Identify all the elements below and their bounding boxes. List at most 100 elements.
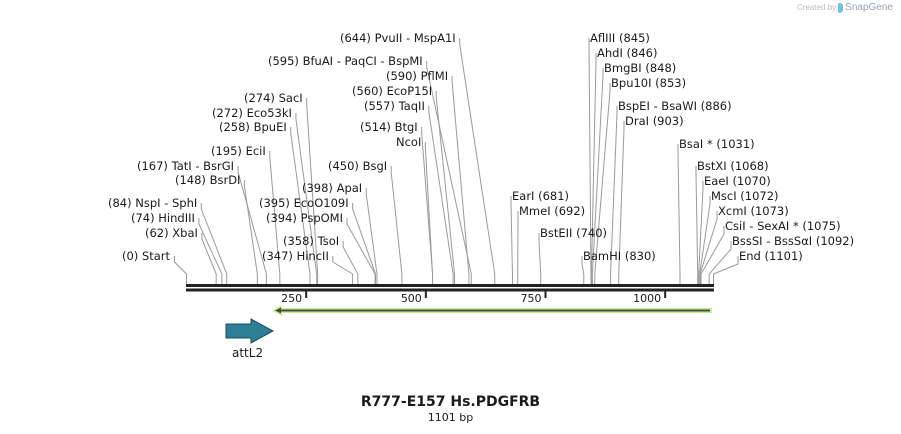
restriction-site[interactable]: (167) TatI - BsrGI [137, 159, 234, 173]
restriction-site[interactable]: AflIII (845) [590, 31, 650, 45]
site-label: (167) TatI - BsrGI [137, 159, 234, 173]
restriction-site[interactable]: AhdI (846) [597, 46, 657, 60]
site-label: Bpu10I (853) [611, 76, 686, 90]
restriction-site[interactable]: (0) Start [122, 249, 171, 263]
site-label: (590) PflMI [386, 69, 448, 83]
site-connector-line [677, 144, 681, 284]
site-connector-line [352, 203, 377, 284]
restriction-site[interactable]: BstXI (1068) [697, 159, 769, 173]
restriction-site[interactable]: EaeI (1070) [704, 174, 771, 188]
restriction-site[interactable]: (274) SacI [244, 91, 303, 105]
restriction-site[interactable]: (148) BsrDI [175, 173, 240, 187]
site-label: AhdI (846) [597, 46, 657, 60]
snapgene-credit: Created by SnapGene [797, 2, 893, 13]
site-label: (84) NspI - SphI [108, 196, 197, 210]
site-connector-line [610, 106, 618, 284]
site-label: BssSI - BssSαI (1092) [732, 234, 854, 248]
site-connector-line [713, 256, 739, 284]
site-label: (644) PvuII - MspA1I [340, 31, 456, 45]
restriction-site[interactable]: (395) EcoO109I [259, 196, 349, 210]
site-connector-line [174, 256, 187, 284]
ruler-tick [664, 291, 667, 298]
restriction-site[interactable]: EarI (681) [512, 189, 569, 203]
restriction-site[interactable]: (258) BpuEI [219, 120, 287, 134]
orf-reverse-arrow[interactable] [272, 305, 712, 316]
site-label: (450) BsgI [328, 159, 387, 173]
restriction-site[interactable]: BssSI - BssSαI (1092) [732, 234, 854, 248]
restriction-site[interactable]: (84) NspI - SphI [108, 196, 197, 210]
restriction-site[interactable]: (398) ApaI [302, 181, 362, 195]
site-label: BstXI (1068) [697, 159, 769, 173]
credit-prefix: Created by [797, 3, 837, 12]
restriction-site[interactable]: MmeI (692) [519, 204, 585, 218]
site-connector-line [594, 83, 611, 284]
site-label: (514) BtgI [360, 120, 418, 134]
site-label: BamHI (830) [583, 249, 656, 263]
restriction-site[interactable]: (450) BsgI [328, 159, 387, 173]
backbone-bottom-strand [186, 288, 714, 292]
site-connector-line [243, 180, 258, 284]
site-connector-line [510, 196, 513, 284]
site-connector-line [332, 256, 354, 284]
restriction-site[interactable]: (358) TsoI [283, 234, 339, 248]
restriction-site[interactable]: BsaI * (1031) [679, 137, 755, 151]
site-label: (358) TsoI [283, 234, 339, 248]
restriction-site[interactable]: (644) PvuII - MspA1I [340, 31, 456, 45]
restriction-site[interactable]: BspEI - BsaWI (886) [618, 99, 732, 113]
site-connector-line [390, 166, 403, 284]
credit-brand: SnapGene [845, 2, 893, 13]
site-label: BsaI * (1031) [679, 137, 755, 151]
site-connector-line [237, 166, 267, 284]
site-connector-line [588, 38, 592, 284]
feature-attL2-arrow[interactable] [225, 318, 275, 344]
ruler-tick-label: 1000 [633, 292, 661, 305]
ruler-tick [424, 291, 427, 298]
restriction-site[interactable]: (62) XbaI [145, 226, 198, 240]
site-label: MscI (1072) [711, 189, 779, 203]
site-connector-line [306, 98, 319, 284]
restriction-site[interactable]: BamHI (830) [583, 249, 656, 263]
site-lines [174, 38, 739, 284]
ruler-tick-label: 500 [401, 292, 422, 305]
restriction-site[interactable]: (590) PflMI [386, 69, 448, 83]
restriction-site[interactable]: (195) EciI [211, 144, 266, 158]
restriction-site[interactable]: BstEII (740) [540, 226, 607, 240]
site-label: (394) PspOMI [266, 211, 343, 225]
restriction-site[interactable]: (347) HincII [262, 249, 329, 263]
site-label: (62) XbaI [145, 226, 198, 240]
restriction-site[interactable]: MscI (1072) [711, 189, 779, 203]
site-label: (560) EcoP15I [352, 84, 432, 98]
restriction-site[interactable]: NcoI [396, 135, 421, 149]
sequence-length: 1101 bp [427, 411, 474, 424]
restriction-site[interactable]: (272) Eco53kI [212, 106, 292, 120]
restriction-site[interactable]: CsiI - SexAI * (1075) [725, 219, 841, 233]
site-label: (148) BsrDI [175, 173, 240, 187]
restriction-site[interactable]: Bpu10I (853) [611, 76, 686, 90]
restriction-site[interactable]: XcmI (1073) [718, 204, 789, 218]
site-connector-line [581, 256, 585, 284]
sequence-title: R777-E157 Hs.PDGFRB [360, 394, 541, 410]
restriction-site[interactable]: (560) EcoP15I [352, 84, 432, 98]
restriction-site[interactable]: BmgBI (848) [604, 61, 676, 75]
ruler-tick-label: 750 [520, 292, 541, 305]
site-connector-line [699, 211, 718, 284]
site-connector-line [538, 233, 542, 284]
restriction-site[interactable]: (74) HindIII [131, 211, 195, 225]
site-label: (74) HindIII [131, 211, 195, 225]
snapgene-logo-icon [838, 2, 844, 13]
site-connector-line [198, 218, 223, 284]
site-label: (258) BpuEI [219, 120, 287, 134]
site-connector-line [695, 166, 699, 284]
restriction-site[interactable]: (394) PspOMI [266, 211, 343, 225]
ruler-tick-label: 250 [281, 292, 302, 305]
restriction-site[interactable]: (595) BfuAI - PaqCI - BspMI [268, 54, 423, 68]
site-connector-line [295, 113, 318, 284]
restriction-site[interactable]: (514) BtgI [360, 120, 418, 134]
site-label: (557) TaqII [364, 99, 425, 113]
restriction-site[interactable]: End (1101) [739, 249, 803, 263]
site-connector-line [708, 241, 732, 284]
restriction-site[interactable]: (557) TaqII [364, 99, 425, 113]
site-labels: (644) PvuII - MspA1I (595) BfuAI - PaqCI … [108, 31, 854, 263]
restriction-site[interactable]: DraI (903) [625, 114, 684, 128]
